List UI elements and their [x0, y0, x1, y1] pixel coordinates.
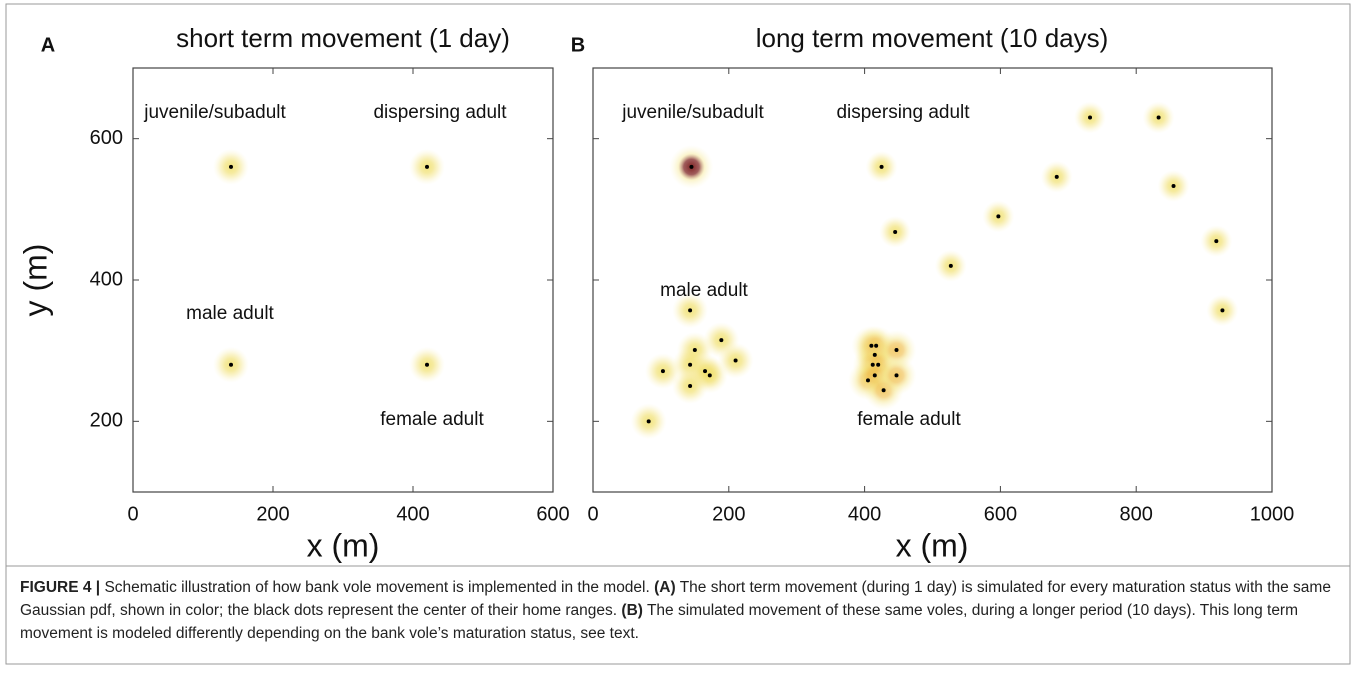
home-range-center	[1171, 184, 1176, 189]
panel-letter: A	[41, 34, 55, 56]
home-range-center	[688, 384, 693, 388]
plot-area	[630, 101, 1239, 440]
caption-panel-ref: (A)	[654, 579, 676, 596]
home-range-center	[733, 358, 738, 363]
home-range-center	[881, 388, 886, 393]
x-axis-label: x (m)	[896, 527, 969, 563]
home-range-center	[1088, 115, 1093, 120]
chart-title: short term movement (1 day)	[176, 23, 510, 53]
group-label: female adult	[380, 409, 484, 430]
x-tick-label: 200	[712, 503, 745, 525]
home-range-center	[1214, 239, 1219, 244]
group-label: juvenile/subadult	[143, 102, 286, 123]
home-range-center	[692, 347, 697, 352]
x-tick-label: 600	[536, 503, 569, 525]
home-range-center	[879, 164, 884, 169]
home-range-center	[688, 362, 693, 367]
panel-letter: B	[571, 34, 585, 56]
y-axis-label: y (m)	[17, 244, 53, 317]
y-tick-label: 600	[90, 127, 123, 149]
caption: FIGURE 4 | Schematic illustration of how…	[20, 576, 1340, 645]
home-range-center	[229, 164, 233, 169]
caption-lead: FIGURE 4 |	[20, 579, 101, 596]
home-range-center	[1220, 308, 1225, 313]
home-range-center	[894, 347, 899, 352]
caption-text: The simulated movement of these same vol…	[20, 602, 1299, 642]
home-range-center	[719, 338, 724, 343]
group-label: dispersing adult	[836, 102, 970, 123]
caption-panel-ref: (B)	[621, 602, 643, 619]
home-range-center	[688, 308, 693, 313]
home-range-center	[689, 164, 694, 169]
caption-text: Schematic illustration of how bank vole …	[104, 579, 650, 596]
home-range-center	[872, 352, 877, 357]
home-range-center	[894, 373, 899, 378]
x-tick-label: 0	[587, 503, 598, 525]
y-tick-label: 200	[90, 410, 123, 432]
home-range-center	[1054, 174, 1059, 179]
x-tick-label: 800	[1120, 503, 1153, 525]
home-range-center	[948, 263, 953, 268]
home-range-center	[229, 362, 233, 367]
home-range-center	[425, 164, 429, 169]
y-tick-label: 400	[90, 268, 123, 290]
home-range-center	[1156, 115, 1161, 120]
plot-frame	[132, 67, 554, 493]
x-tick-label: 400	[848, 503, 881, 525]
group-label: female adult	[857, 409, 961, 430]
x-tick-label: 600	[984, 503, 1017, 525]
chart-title: long term movement (10 days)	[756, 23, 1109, 53]
figure-border	[5, 3, 1351, 665]
group-label: dispersing adult	[373, 102, 507, 123]
x-axis-label: x (m)	[307, 527, 380, 563]
x-tick-label: 400	[396, 503, 429, 525]
home-range-center	[893, 229, 898, 234]
home-range-center	[703, 369, 708, 374]
home-range-center	[425, 362, 429, 367]
home-range-center	[996, 214, 1001, 219]
home-range-center	[876, 362, 881, 367]
x-tick-label: 0	[127, 503, 138, 525]
group-label: male adult	[186, 303, 274, 324]
home-range-center	[646, 419, 651, 424]
home-range-center	[707, 373, 712, 378]
home-range-center	[660, 369, 665, 374]
x-tick-label: 200	[256, 503, 289, 525]
plot-area	[213, 148, 445, 383]
home-range-center	[870, 362, 875, 367]
home-range-center	[874, 343, 879, 348]
home-range-center	[869, 343, 874, 348]
home-range-center	[872, 373, 877, 378]
group-label: male adult	[660, 280, 748, 301]
x-tick-label: 1000	[1250, 503, 1295, 525]
group-label: juvenile/subadult	[621, 102, 764, 123]
caption-text: The short term movement (during 1 day) i…	[20, 579, 1331, 619]
home-range-center	[865, 378, 870, 383]
